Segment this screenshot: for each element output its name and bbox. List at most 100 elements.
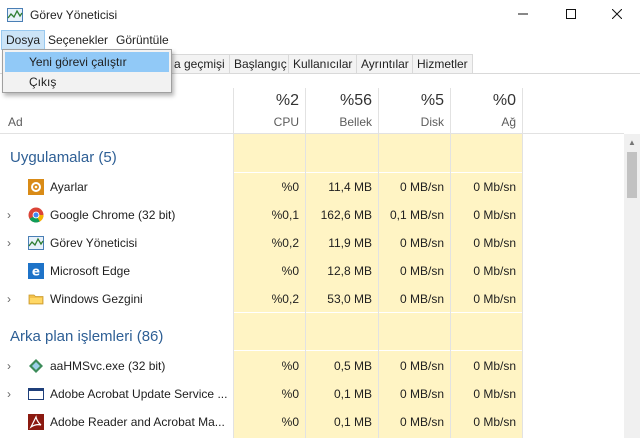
scroll-thumb[interactable] — [627, 152, 637, 198]
disk-value: 0 MB/sn — [399, 387, 444, 401]
close-icon — [611, 8, 623, 22]
group-apps-title[interactable]: Uygulamalar (5) — [10, 149, 117, 166]
menu-item-exit[interactable]: Çıkış — [29, 75, 57, 89]
close-button[interactable] — [594, 0, 640, 30]
memory-value: 0,1 MB — [333, 415, 372, 429]
menu-options[interactable]: Seçenekler — [48, 33, 109, 47]
sort-caret-icon: ⌃ — [107, 88, 116, 99]
tab-users[interactable]: Kullanıcılar — [288, 54, 358, 74]
column-separator — [378, 88, 379, 438]
row-divider — [233, 172, 522, 173]
task-manager-icon — [28, 235, 44, 251]
expand-chevron-icon[interactable]: › — [7, 387, 11, 401]
expand-chevron-icon[interactable]: › — [7, 236, 11, 250]
minimize-button[interactable] — [500, 0, 546, 30]
tab-details[interactable]: Ayrıntılar — [356, 54, 414, 74]
disk-column-header[interactable]: Disk — [420, 115, 444, 129]
process-name: Google Chrome (32 bit) — [50, 208, 176, 222]
group-background-title[interactable]: Arka plan işlemleri (86) — [10, 328, 164, 345]
network-value: 0 Mb/sn — [473, 264, 516, 278]
network-value: 0 Mb/sn — [473, 387, 516, 401]
memory-value: 11,4 MB — [328, 180, 372, 194]
process-name: Adobe Acrobat Update Service ... — [50, 387, 228, 401]
network-value: 0 Mb/sn — [473, 359, 516, 373]
title-bar: Görev Yöneticisi — [0, 0, 640, 30]
process-row[interactable]: › Adobe Acrobat Update Service ... %0 0,… — [0, 380, 624, 408]
tabs-divider — [0, 73, 640, 74]
network-value: 0 Mb/sn — [473, 236, 516, 250]
disk-value: 0 MB/sn — [399, 292, 444, 306]
process-row[interactable]: Ayarlar %0 11,4 MB 0 MB/sn 0 Mb/sn — [0, 173, 624, 201]
disk-value: 0,1 MB/sn — [389, 208, 444, 222]
window-title: Görev Yöneticisi — [30, 8, 118, 22]
process-row[interactable]: › aaHMSvc.exe (32 bit) %0 0,5 MB 0 MB/sn… — [0, 352, 624, 380]
scroll-up-arrow-icon[interactable]: ▲ — [628, 137, 636, 147]
network-column-bg — [450, 134, 522, 438]
cpu-value: %0,2 — [271, 236, 299, 250]
edge-icon: e — [28, 263, 44, 279]
memory-value: 12,8 MB — [327, 264, 372, 278]
cpu-value: %0 — [281, 387, 299, 401]
cpu-value: %0 — [281, 264, 299, 278]
memory-column-header[interactable]: Bellek — [339, 115, 372, 129]
process-row[interactable]: › Google Chrome (32 bit) %0,1 162,6 MB 0… — [0, 201, 624, 229]
column-separator — [522, 88, 523, 438]
cpu-value: %0,2 — [271, 292, 299, 306]
folder-icon — [28, 291, 44, 307]
expand-chevron-icon[interactable]: › — [7, 359, 11, 373]
disk-value: 0 MB/sn — [399, 180, 444, 194]
memory-value: 0,5 MB — [333, 359, 372, 373]
memory-value: 11,9 MB — [328, 236, 372, 250]
process-name: Adobe Reader and Acrobat Ma... — [50, 415, 225, 429]
disk-value: 0 MB/sn — [399, 236, 444, 250]
settings-gear-icon — [28, 179, 44, 195]
network-value: 0 Mb/sn — [473, 292, 516, 306]
process-name: Ayarlar — [50, 180, 88, 194]
expand-chevron-icon[interactable]: › — [7, 208, 11, 222]
chrome-icon — [28, 207, 44, 223]
file-menu-dropdown: Yeni görevi çalıştır Çıkış — [2, 49, 172, 93]
menu-file[interactable]: Dosya — [1, 30, 46, 50]
process-name: Microsoft Edge — [50, 264, 131, 278]
cpu-value: %0,1 — [271, 208, 299, 222]
cpu-value: %0 — [281, 415, 299, 429]
minimize-icon — [518, 8, 528, 22]
cpu-column-header[interactable]: CPU — [273, 115, 299, 129]
row-divider — [233, 350, 522, 351]
column-name-header[interactable]: Ad — [8, 115, 23, 129]
process-name: aaHMSvc.exe (32 bit) — [50, 359, 166, 373]
menu-bar: Dosya Seçenekler Görüntüle — [0, 30, 640, 50]
memory-value: 0,1 MB — [333, 387, 372, 401]
disk-value: 0 MB/sn — [399, 264, 444, 278]
network-column-header[interactable]: Ağ — [501, 115, 516, 129]
row-divider — [233, 312, 522, 313]
process-row[interactable]: › Windows Gezgini %0,2 53,0 MB 0 MB/sn 0… — [0, 285, 624, 313]
header-divider — [0, 133, 624, 134]
menu-item-run-new-task[interactable]: Yeni görevi çalıştır — [5, 52, 169, 72]
disk-value: 0 MB/sn — [399, 359, 444, 373]
process-row[interactable]: e Microsoft Edge %0 12,8 MB 0 MB/sn 0 Mb… — [0, 257, 624, 285]
process-name: Görev Yöneticisi — [50, 236, 138, 250]
disk-column-bg — [378, 134, 450, 438]
process-name: Windows Gezgini — [50, 292, 143, 306]
process-row[interactable]: › Görev Yöneticisi %0,2 11,9 MB 0 MB/sn … — [0, 229, 624, 257]
expand-chevron-icon[interactable]: › — [7, 292, 11, 306]
tab-app-history[interactable]: a geçmişi — [170, 54, 230, 74]
tab-strip: a geçmişi Başlangıç Kullanıcılar Ayrıntı… — [0, 54, 640, 74]
disk-total: %5 — [420, 92, 444, 109]
network-value: 0 Mb/sn — [473, 208, 516, 222]
disk-value: 0 MB/sn — [399, 415, 444, 429]
menu-view[interactable]: Görüntüle — [116, 33, 169, 47]
column-separator — [233, 88, 234, 438]
tab-startup[interactable]: Başlangıç — [229, 54, 292, 74]
memory-total: %56 — [339, 92, 372, 109]
memory-value: 53,0 MB — [327, 292, 372, 306]
process-row[interactable]: Adobe Reader and Acrobat Ma... %0 0,1 MB… — [0, 408, 624, 436]
maximize-button[interactable] — [548, 0, 594, 30]
maximize-icon — [566, 8, 576, 22]
vertical-scrollbar[interactable]: ▲ — [624, 134, 640, 438]
cpu-column-bg — [233, 134, 305, 438]
tab-services[interactable]: Hizmetler — [412, 54, 473, 74]
memory-value: 162,6 MB — [320, 208, 372, 222]
memory-column-bg — [305, 134, 378, 438]
